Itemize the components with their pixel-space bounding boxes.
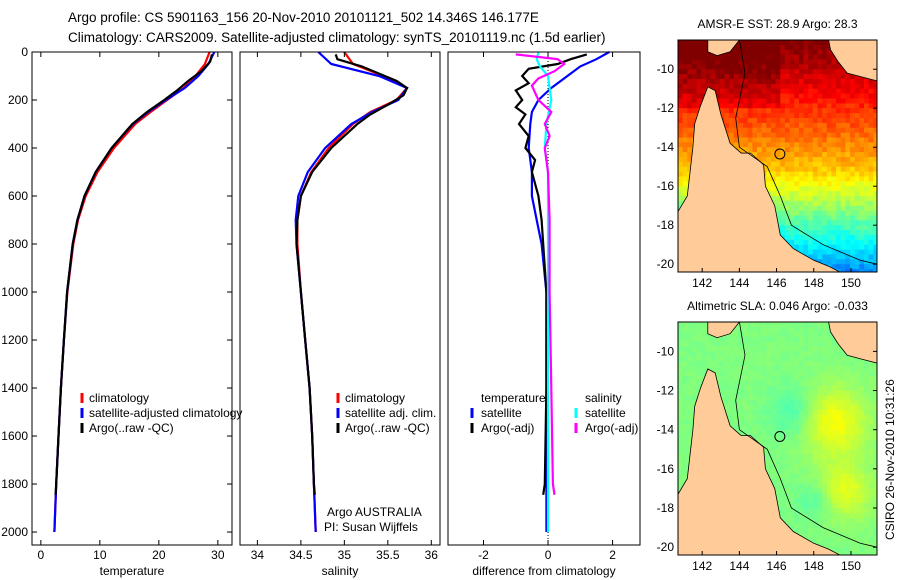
x-axis-label: difference from climatology <box>472 564 615 578</box>
legend-entry: Argo(..raw -QC) <box>89 421 174 435</box>
profile-panel-2: 34 34.5 35 35.5 36 salinity climatologysatelli… <box>239 51 441 578</box>
lat-tick-label: -18 <box>657 218 675 232</box>
legend-entry: satellite adj. clim. <box>345 406 436 420</box>
y-tick-label: 1200 <box>1 333 28 347</box>
series-line-argo-raw-qc- <box>295 54 409 495</box>
lon-tick-label: 148 <box>804 276 824 290</box>
x-tick-label: -2 <box>478 548 489 562</box>
lat-tick-label: -10 <box>657 62 675 76</box>
profile-panel-3: -2 0 2 difference from climatology temperatu… <box>447 51 641 578</box>
legend-entry: Argo(..raw -QC) <box>345 421 430 435</box>
lat-tick-label: -20 <box>657 540 675 554</box>
y-tick-label: 1000 <box>1 285 28 299</box>
x-tick-label: 30 <box>211 548 225 562</box>
legend-entry: Argo(-adj) <box>481 421 534 435</box>
y-tick-label: 200 <box>8 93 28 107</box>
lat-tick-label: -10 <box>657 344 675 358</box>
plot-frame <box>447 51 641 546</box>
land-mass <box>707 322 740 339</box>
series-line-temperature-argo-adj- <box>514 53 588 495</box>
argo-position-marker <box>774 148 786 160</box>
y-tick-label: 1400 <box>1 381 28 395</box>
series-line-argo-raw-qc- <box>54 54 213 495</box>
legend-entry: Argo(-adj) <box>585 421 638 435</box>
land-mass <box>828 40 877 82</box>
x-tick-label: 36 <box>425 548 439 562</box>
figure-title-line2: Climatology: CARS2009. Satellite-adjuste… <box>68 30 606 45</box>
series-line-salinity-argo-adj- <box>515 53 567 495</box>
y-tick-label: 600 <box>8 189 28 203</box>
lat-tick-label: -16 <box>657 462 675 476</box>
argo-country-label: Argo AUSTRALIA <box>327 505 422 519</box>
x-tick-label: 34.5 <box>289 548 313 562</box>
lon-tick-label: 150 <box>841 559 861 573</box>
argo-position-marker <box>774 430 786 442</box>
series-line-temperature-satellite <box>527 51 610 532</box>
y-tick-label: 800 <box>8 237 28 251</box>
land-mass <box>707 40 740 57</box>
x-tick-label: 2 <box>609 548 616 562</box>
lon-tick-label: 146 <box>767 276 787 290</box>
lon-tick-label: 142 <box>692 276 712 290</box>
lat-tick-label: -12 <box>657 384 675 398</box>
x-tick-label: 35.5 <box>376 548 400 562</box>
y-tick-label: 0 <box>21 45 28 59</box>
y-tick-label: 400 <box>8 141 28 155</box>
map-sst: AMSR-E SST: 28.9 Argo: 28.3 142 144 146 148 1… <box>657 17 878 290</box>
legend-entry: satellite <box>481 406 522 420</box>
x-tick-label: 20 <box>152 548 166 562</box>
map-title: AMSR-E SST: 28.9 Argo: 28.3 <box>697 17 857 31</box>
land-mass <box>828 322 877 364</box>
lat-tick-label: -14 <box>657 140 675 154</box>
land-mass <box>678 86 840 272</box>
legend-group-title: salinity <box>585 391 622 405</box>
y-tick-label: 1800 <box>1 477 28 491</box>
lon-tick-label: 144 <box>729 276 749 290</box>
land-mass <box>678 368 840 555</box>
legend-entry: satellite <box>585 406 626 420</box>
legend-entry: climatology <box>345 391 405 405</box>
legend-group-title: temperature <box>481 391 546 405</box>
x-tick-label: 0 <box>38 548 45 562</box>
lat-tick-label: -12 <box>657 101 675 115</box>
plot-frame <box>239 51 441 546</box>
map-title: Altimetric SLA: 0.046 Argo: -0.033 <box>687 299 868 313</box>
x-axis-label: temperature <box>100 564 165 578</box>
legend-entry: satellite-adjusted climatology <box>89 406 242 420</box>
plot-frame <box>31 51 233 546</box>
lat-tick-label: -18 <box>657 501 675 515</box>
lat-tick-label: -14 <box>657 423 675 437</box>
y-tick-label: 1600 <box>1 429 28 443</box>
csiro-timestamp: CSIRO 26-Nov-2010 10:31:26 <box>883 379 897 540</box>
lon-tick-label: 150 <box>841 276 861 290</box>
x-tick-label: 35 <box>338 548 352 562</box>
lon-tick-label: 144 <box>729 559 749 573</box>
lat-tick-label: -20 <box>657 257 675 271</box>
map-frame <box>677 39 878 273</box>
isobath-line <box>735 39 878 265</box>
x-tick-label: 34 <box>251 548 265 562</box>
x-tick-label: 10 <box>93 548 107 562</box>
isobath-line <box>735 321 878 548</box>
lat-tick-label: -16 <box>657 179 675 193</box>
y-tick-label: 2000 <box>1 525 28 539</box>
series-line-salinity-satellite <box>535 51 553 532</box>
map-sla: Altimetric SLA: 0.046 Argo: -0.033 142 144… <box>657 299 878 573</box>
x-tick-label: 0 <box>545 548 552 562</box>
legend-entry: climatology <box>89 391 149 405</box>
series-line-satellite-adjusted-climatology <box>53 51 216 533</box>
lon-tick-label: 148 <box>804 559 824 573</box>
profile-panel-1: 0 10 20 30 temperature 0 200 400 600 800 1000 1200 1… <box>1 45 242 578</box>
lon-tick-label: 142 <box>692 559 712 573</box>
x-axis-label: salinity <box>322 564 359 578</box>
map-frame <box>677 321 878 556</box>
lon-tick-label: 146 <box>767 559 787 573</box>
figure-title-line1: Argo profile: CS 5901163_156 20-Nov-2010… <box>68 10 539 25</box>
pi-label: PI: Susan Wijffels <box>324 520 418 534</box>
